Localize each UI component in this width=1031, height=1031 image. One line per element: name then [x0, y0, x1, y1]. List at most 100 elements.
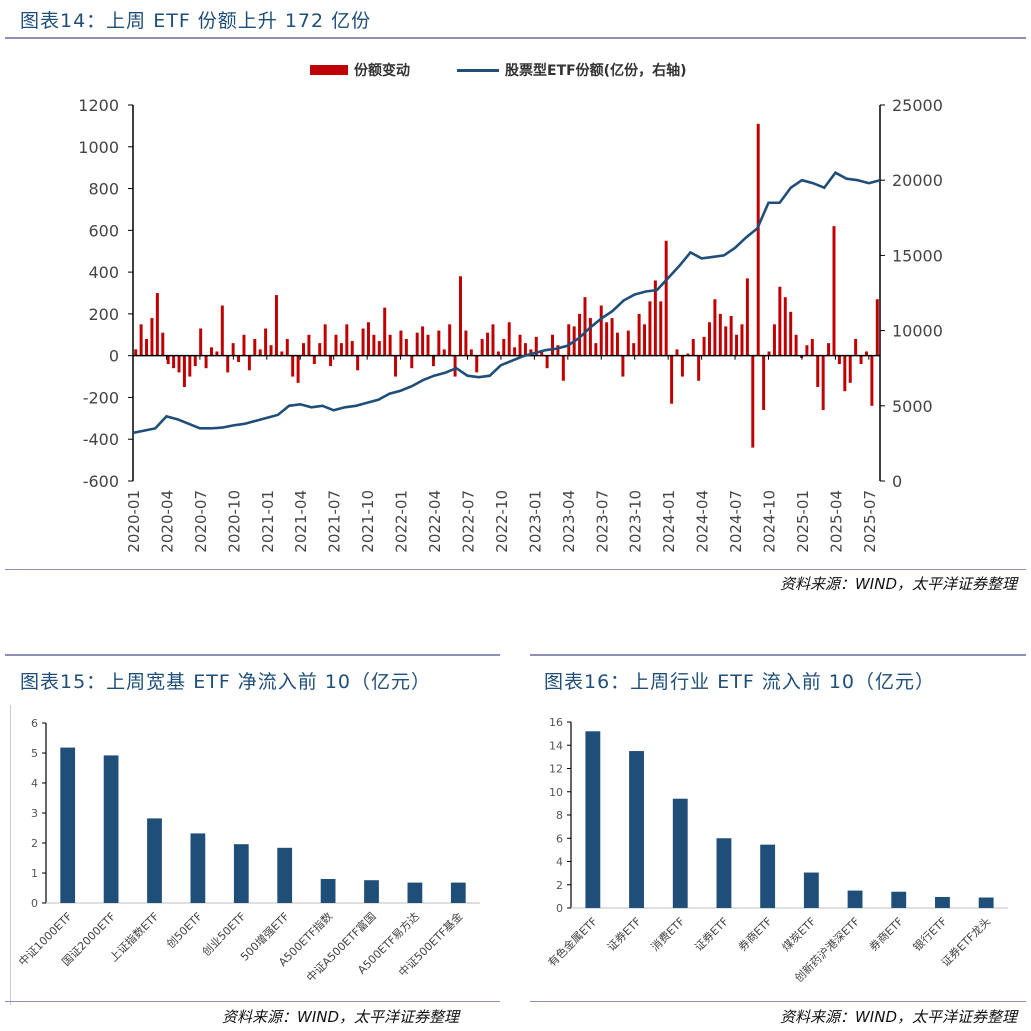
bar-share-change: [134, 349, 138, 356]
bar-share-change: [762, 355, 766, 410]
left-tick-label: 800: [88, 180, 119, 199]
right-tick-label: 15000: [892, 246, 943, 265]
bar-share-change: [318, 343, 322, 356]
bar-share-change: [480, 338, 484, 356]
fig16-x-label: 证券ETF: [691, 914, 731, 954]
bar-share-change: [837, 355, 841, 365]
bar-share-change: [578, 313, 582, 356]
fig15-bar: [233, 844, 249, 903]
x-tick-label: 2025-07: [861, 490, 879, 553]
bar-share-change: [366, 322, 370, 356]
x-tick-label: 2024-04: [694, 490, 712, 553]
legend-line: 股票型ETF份额(亿份，右轴): [457, 60, 686, 80]
bar-share-change: [285, 338, 289, 356]
bar-share-change: [507, 322, 511, 356]
legend-bar: 份额变动: [310, 60, 410, 80]
x-tick-label: 2024-10: [761, 490, 779, 553]
bar-share-change: [529, 349, 533, 356]
bar-share-change: [345, 324, 349, 356]
bar-share-change: [615, 332, 619, 356]
bar-share-change: [680, 355, 684, 377]
bar-share-change: [334, 334, 338, 356]
bar-share-change: [767, 351, 771, 356]
x-tick-label: 2022-04: [426, 490, 444, 553]
fig16-y-tick-label: 12: [549, 763, 563, 776]
bar-share-change: [588, 318, 592, 356]
fig16-x-label: 煤炭ETF: [780, 915, 819, 954]
bar-share-change: [708, 322, 711, 356]
fig16-x-label: 消费ETF: [648, 914, 688, 954]
bar-share-change: [718, 313, 722, 356]
bar-share-change: [496, 351, 500, 356]
legend-bar-label: 份额变动: [354, 63, 410, 79]
fig15-bar: [450, 882, 466, 903]
bar-share-change: [464, 330, 468, 356]
left-tick-label: 1200: [78, 96, 119, 115]
x-tick-label: 2023-01: [526, 490, 544, 553]
bar-share-change: [632, 343, 636, 356]
bar-share-change: [247, 355, 251, 371]
x-tick-label: 2020-01: [125, 490, 143, 553]
left-tick-label: -600: [83, 472, 119, 491]
bar-share-change: [735, 334, 739, 356]
legend-line-swatch: [457, 68, 499, 72]
bar-share-change: [426, 334, 430, 356]
bar-share-change: [789, 311, 793, 356]
x-tick-label: 2020-07: [192, 490, 210, 553]
fig15-y-tick-label: 2: [31, 837, 38, 850]
bar-share-change: [182, 355, 186, 387]
fig16-bar: [760, 844, 776, 908]
bar-share-change: [356, 355, 360, 371]
fig15-bar: [147, 818, 162, 903]
x-tick-label: 2022-07: [459, 490, 477, 553]
left-tick-label: 400: [88, 263, 119, 282]
fig15-y-tick-label: 1: [31, 867, 38, 880]
left-tick-label: 0: [109, 347, 119, 366]
left-tick-label: -200: [83, 388, 119, 407]
bar-share-change: [215, 351, 219, 356]
fig16-bar: [891, 891, 907, 908]
fig15-y-tick-label: 0: [31, 897, 38, 910]
bar-share-change: [626, 330, 630, 356]
fig15-bar: [103, 755, 119, 903]
bar-share-change: [745, 278, 749, 356]
fig16-bottom-rule: [530, 1001, 1026, 1002]
bar-share-change: [561, 355, 565, 381]
fig16-bar: [716, 838, 732, 908]
bar-share-change: [388, 334, 392, 356]
bar-share-change: [653, 280, 657, 356]
fig16-title: 图表16：上周行业 ETF 流入前 10（亿元）: [544, 671, 936, 693]
left-tick-label: -400: [83, 430, 119, 449]
fig16-y-tick-label: 0: [556, 902, 563, 915]
bar-share-change: [258, 349, 262, 356]
fig15-y-tick-label: 4: [31, 777, 38, 790]
fig16-top-rule: [530, 654, 1026, 656]
bar-share-change: [231, 343, 235, 356]
left-tick-label: 1000: [78, 138, 119, 157]
x-tick-label: 2021-01: [259, 490, 277, 553]
bar-share-change: [188, 355, 192, 377]
bar-share-change: [621, 355, 625, 377]
bar-share-change: [269, 345, 273, 356]
bar-share-change: [404, 338, 408, 356]
bar-share-change: [329, 355, 333, 367]
left-tick-label: 200: [88, 305, 119, 324]
bar-share-change: [859, 355, 863, 365]
bar-share-change: [172, 355, 176, 369]
fig16-bar: [935, 896, 950, 908]
bar-share-change: [751, 355, 755, 448]
bar-share-change: [312, 355, 316, 365]
bar-share-change: [729, 315, 733, 356]
bar-share-change: [551, 334, 554, 356]
x-tick-label: 2021-10: [359, 490, 377, 553]
bar-share-change: [166, 355, 170, 365]
bar-share-change: [870, 355, 874, 406]
bar-share-change: [253, 338, 257, 356]
bar-share-change: [832, 226, 836, 356]
bar-share-change: [648, 301, 652, 356]
bar-share-change: [724, 326, 728, 356]
fig16-bar: [803, 872, 819, 908]
x-tick-label: 2024-07: [727, 490, 745, 553]
bar-share-change: [204, 355, 208, 369]
bar-share-change: [237, 355, 241, 362]
